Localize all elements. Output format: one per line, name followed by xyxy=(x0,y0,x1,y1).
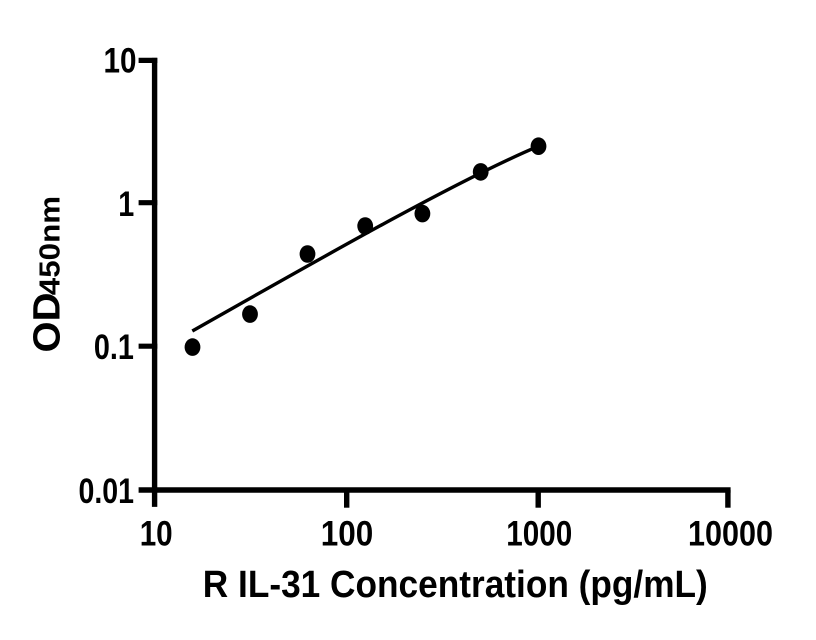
svg-text:0.01: 0.01 xyxy=(79,471,135,511)
svg-text:0.1: 0.1 xyxy=(94,327,134,367)
svg-text:10: 10 xyxy=(140,514,173,554)
svg-text:10: 10 xyxy=(104,41,137,81)
svg-text:R IL-31 Concentration (pg/mL): R IL-31 Concentration (pg/mL) xyxy=(203,564,708,606)
svg-text:1: 1 xyxy=(118,184,134,224)
svg-text:100: 100 xyxy=(321,514,374,554)
svg-text:1000: 1000 xyxy=(506,514,572,554)
svg-text:450nm: 450nm xyxy=(35,196,67,295)
svg-text:10000: 10000 xyxy=(688,514,773,554)
svg-text:OD: OD xyxy=(27,293,69,353)
